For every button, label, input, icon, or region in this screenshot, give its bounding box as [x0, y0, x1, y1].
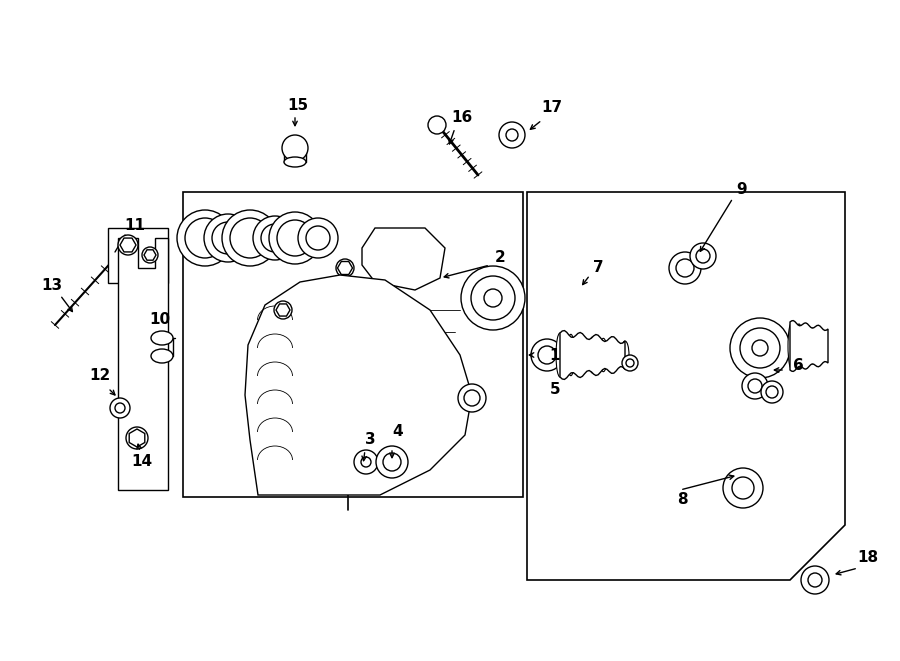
- Circle shape: [740, 328, 780, 368]
- Circle shape: [696, 249, 710, 263]
- Text: 6: 6: [793, 358, 804, 373]
- Circle shape: [274, 301, 292, 319]
- Ellipse shape: [556, 333, 564, 377]
- Text: 12: 12: [89, 368, 111, 383]
- Circle shape: [126, 427, 148, 449]
- Polygon shape: [362, 228, 445, 290]
- Circle shape: [538, 346, 556, 364]
- Circle shape: [531, 339, 563, 371]
- Bar: [546, 280, 661, 415]
- Text: 14: 14: [131, 455, 153, 469]
- Bar: [737, 280, 837, 408]
- Ellipse shape: [599, 338, 608, 371]
- Circle shape: [676, 259, 694, 277]
- Circle shape: [142, 247, 158, 263]
- Bar: [108, 228, 168, 283]
- Polygon shape: [560, 330, 625, 379]
- Circle shape: [298, 218, 338, 258]
- Bar: [343, 460, 353, 466]
- Text: 9: 9: [737, 182, 747, 198]
- Ellipse shape: [795, 324, 803, 368]
- Circle shape: [464, 390, 480, 406]
- Circle shape: [269, 212, 321, 264]
- Ellipse shape: [610, 340, 618, 370]
- Text: 7: 7: [593, 260, 603, 276]
- Circle shape: [277, 220, 313, 256]
- Polygon shape: [144, 250, 156, 260]
- Circle shape: [204, 214, 252, 262]
- Circle shape: [261, 224, 289, 252]
- Circle shape: [383, 453, 401, 471]
- Ellipse shape: [589, 337, 597, 373]
- Ellipse shape: [621, 341, 629, 369]
- Circle shape: [742, 373, 768, 399]
- Circle shape: [177, 210, 233, 266]
- Circle shape: [499, 122, 525, 148]
- Circle shape: [118, 235, 138, 255]
- Polygon shape: [130, 429, 145, 447]
- Text: 18: 18: [858, 551, 878, 566]
- Polygon shape: [276, 304, 290, 316]
- Circle shape: [376, 446, 408, 478]
- Circle shape: [336, 259, 354, 277]
- Circle shape: [622, 355, 638, 371]
- Text: 17: 17: [542, 100, 562, 116]
- Text: 8: 8: [677, 492, 688, 508]
- Circle shape: [752, 340, 768, 356]
- Circle shape: [110, 398, 130, 418]
- Circle shape: [723, 468, 763, 508]
- Text: 10: 10: [149, 313, 171, 327]
- Circle shape: [669, 252, 701, 284]
- Polygon shape: [118, 238, 168, 490]
- Polygon shape: [245, 275, 472, 495]
- Circle shape: [458, 384, 486, 412]
- Ellipse shape: [567, 334, 575, 375]
- Circle shape: [230, 218, 270, 258]
- Circle shape: [428, 116, 446, 134]
- Text: 13: 13: [41, 278, 63, 293]
- Circle shape: [185, 218, 225, 258]
- Ellipse shape: [788, 322, 796, 370]
- Text: 5: 5: [550, 383, 561, 397]
- Text: 11: 11: [124, 217, 146, 233]
- Circle shape: [361, 457, 371, 467]
- Ellipse shape: [578, 336, 586, 374]
- Circle shape: [253, 216, 297, 260]
- Circle shape: [484, 289, 502, 307]
- Circle shape: [748, 379, 762, 393]
- Circle shape: [801, 566, 829, 594]
- Circle shape: [766, 386, 778, 398]
- Circle shape: [761, 381, 783, 403]
- Polygon shape: [120, 238, 136, 252]
- Circle shape: [222, 210, 278, 266]
- Circle shape: [212, 222, 244, 254]
- Text: 4: 4: [392, 424, 403, 440]
- Text: 3: 3: [364, 432, 375, 447]
- Circle shape: [506, 129, 518, 141]
- Text: 16: 16: [452, 110, 472, 126]
- Polygon shape: [338, 262, 353, 274]
- Circle shape: [306, 226, 330, 250]
- Ellipse shape: [151, 331, 173, 345]
- Ellipse shape: [151, 349, 173, 363]
- Circle shape: [732, 477, 754, 499]
- Ellipse shape: [284, 157, 306, 167]
- Circle shape: [730, 318, 790, 378]
- Circle shape: [282, 135, 308, 161]
- Ellipse shape: [802, 326, 810, 366]
- Text: 2: 2: [495, 251, 506, 266]
- Ellipse shape: [809, 328, 817, 364]
- Circle shape: [354, 450, 378, 474]
- Circle shape: [461, 266, 525, 330]
- Ellipse shape: [816, 330, 824, 362]
- Text: 1: 1: [550, 348, 560, 362]
- Circle shape: [690, 243, 716, 269]
- Circle shape: [471, 276, 515, 320]
- Text: 15: 15: [287, 98, 309, 112]
- Bar: [183, 192, 523, 497]
- Polygon shape: [527, 192, 845, 580]
- Polygon shape: [790, 321, 828, 371]
